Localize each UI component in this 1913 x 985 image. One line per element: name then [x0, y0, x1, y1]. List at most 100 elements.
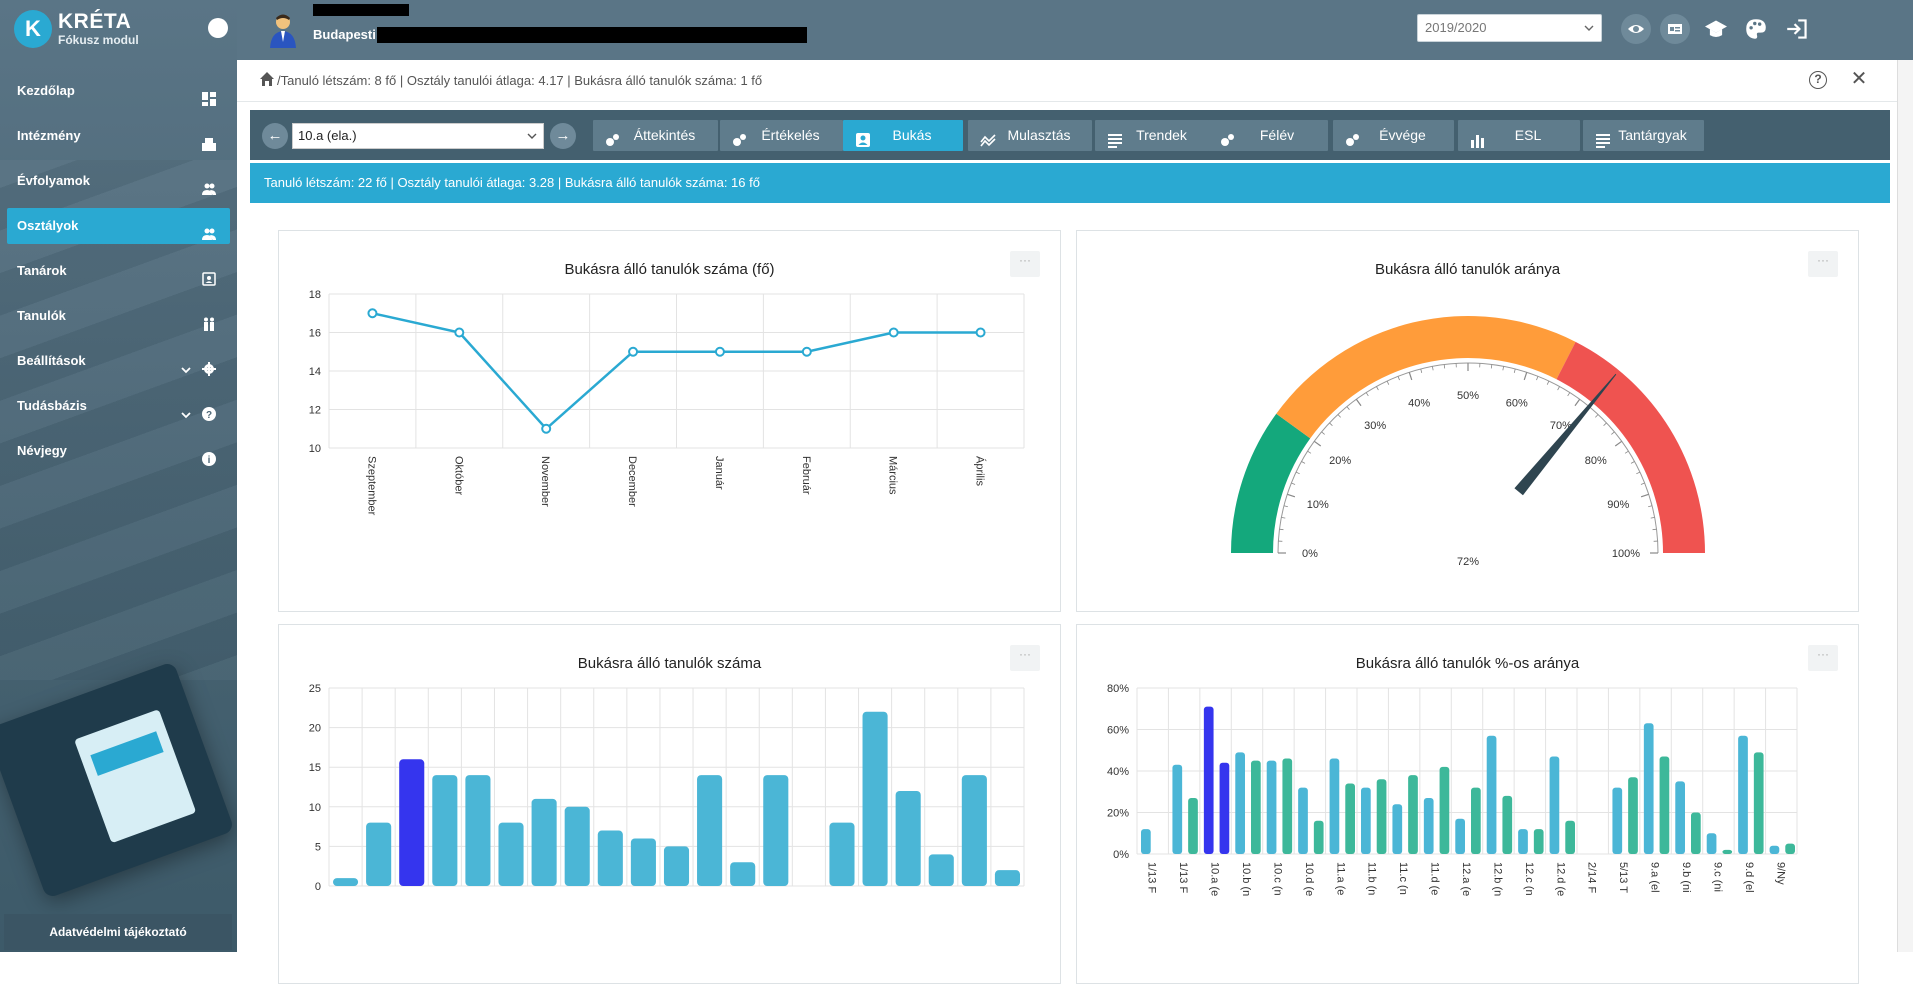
bar: [1644, 723, 1654, 854]
gauge-needle: [1515, 374, 1616, 494]
y-tick-label: 14: [309, 366, 321, 378]
info-icon: i: [202, 444, 216, 458]
gauge-tick: [1376, 387, 1378, 391]
bar: [1770, 846, 1780, 854]
tab-5[interactable]: Félév: [1208, 120, 1328, 151]
bar: [565, 807, 590, 886]
home-icon[interactable]: [259, 71, 275, 87]
bar: [1707, 833, 1717, 854]
gauge-chart: 0%10%20%30%40%50%60%70%80%90%100%72%: [1077, 231, 1860, 613]
sidebar-toggle-icon[interactable]: [208, 18, 228, 38]
user-avatar-icon[interactable]: [267, 12, 299, 48]
gauge-tick: [1366, 393, 1368, 396]
gauge-tick: [1503, 366, 1504, 370]
help-icon[interactable]: ?: [1809, 71, 1827, 89]
gauge-band: [1557, 342, 1705, 553]
sidebar-item-1[interactable]: Intézmény: [7, 118, 230, 154]
brand[interactable]: K KRÉTA Fókusz modul: [14, 10, 224, 50]
sidebar-item-2[interactable]: Évfolyamok: [7, 163, 230, 199]
y-tick-label: 15: [309, 762, 321, 774]
graduation-cap-icon[interactable]: [1701, 14, 1731, 44]
bar: [1282, 759, 1292, 854]
gauge-tick: [1291, 483, 1295, 484]
gauge-tick: [1611, 432, 1614, 435]
next-class-button[interactable]: →: [550, 123, 576, 149]
window-scrollbar[interactable]: [1897, 60, 1913, 952]
data-point: [803, 348, 811, 356]
bar: [1220, 763, 1230, 854]
chevron-down-icon[interactable]: [180, 399, 192, 411]
bar: [1675, 781, 1685, 854]
sidebar-nav: Kezdőlap Intézmény Évfolyamok Osztályok Taná…: [7, 73, 230, 478]
sidebar: K KRÉTA Fókusz modul Kezdőlap Intézmény Év…: [0, 0, 237, 952]
palette-icon[interactable]: [1741, 14, 1771, 44]
tab-label: Trendek: [1136, 127, 1187, 143]
bar: [1487, 736, 1497, 854]
gauge-tick: [1575, 399, 1580, 405]
tab-4[interactable]: Trendek: [1095, 120, 1210, 151]
gauge-tick: [1615, 441, 1621, 446]
tab-label: Mulasztás: [1007, 127, 1070, 143]
id-badge-icon[interactable]: [1660, 14, 1690, 44]
y-tick-label: 80%: [1107, 683, 1129, 695]
id-card-icon: [202, 264, 216, 278]
tab-3[interactable]: Mulasztás: [968, 120, 1092, 151]
sidebar-item-4[interactable]: Tanárok: [7, 253, 230, 289]
data-point: [629, 348, 637, 356]
sidebar-item-3[interactable]: Osztályok: [7, 208, 230, 244]
breadcrumb: /Tanuló létszám: 8 fő | Osztály tanulói …: [237, 60, 1897, 102]
privacy-link[interactable]: Adatvédelmi tájékoztató: [4, 914, 232, 950]
bar: [399, 759, 424, 886]
gauge-tick-label: 30%: [1364, 420, 1386, 432]
previous-class-button[interactable]: ←: [262, 123, 288, 149]
y-tick-label: 10: [309, 802, 321, 814]
x-tick-label: 9.b (ni: [1680, 862, 1692, 893]
gauge-tick: [1631, 461, 1635, 463]
sidebar-item-6[interactable]: Beállítások: [7, 343, 230, 379]
bar: [1188, 798, 1198, 854]
user-institution-redacted: [377, 27, 807, 43]
x-tick-label: Január: [713, 456, 725, 490]
bar: [498, 823, 523, 886]
bar: [1204, 707, 1214, 854]
school-year-select[interactable]: 2019/2020: [1417, 14, 1602, 42]
chevron-down-icon[interactable]: [180, 354, 192, 366]
class-select[interactable]: 10.a (ela.): [292, 123, 544, 149]
students-icon: [202, 309, 216, 323]
x-tick-label: 1/13 F: [1177, 862, 1189, 893]
tab-7[interactable]: ESL: [1458, 120, 1580, 151]
gauge-tick: [1398, 376, 1399, 380]
sidebar-item-7[interactable]: Tudásbázis?: [7, 388, 230, 424]
gauge-tick: [1281, 517, 1285, 518]
logout-icon[interactable]: [1782, 14, 1812, 44]
x-tick-label: 12.d (e: [1554, 862, 1566, 896]
list-icon: [1595, 128, 1611, 144]
tab-1[interactable]: Értékelés: [720, 120, 843, 151]
tab-2[interactable]: Bukás: [843, 120, 963, 151]
bar: [1235, 752, 1245, 854]
y-tick-label: 0: [315, 881, 321, 893]
tab-0[interactable]: Áttekintés: [593, 120, 718, 151]
tab-label: Félév: [1260, 127, 1294, 143]
close-icon[interactable]: ✕: [1850, 70, 1868, 88]
bar: [1785, 844, 1795, 854]
eye-icon[interactable]: [1621, 14, 1651, 44]
bar: [697, 775, 722, 886]
user-institution: Budapesti: [313, 27, 376, 42]
gauge-tick: [1636, 472, 1640, 474]
y-tick-label: 60%: [1107, 725, 1129, 737]
bar: [1408, 775, 1418, 854]
tab-6[interactable]: Évvége: [1333, 120, 1454, 151]
sidebar-item-label: Tanárok: [17, 263, 67, 278]
sidebar-item-0[interactable]: Kezdőlap: [7, 73, 230, 109]
sidebar-item-5[interactable]: Tanulók: [7, 298, 230, 334]
tab-8[interactable]: Tantárgyak: [1583, 120, 1704, 151]
data-point: [716, 348, 724, 356]
class-select-value: 10.a (ela.): [298, 128, 357, 143]
bar: [1550, 756, 1560, 854]
gauge-tick-label: 20%: [1329, 455, 1351, 467]
bar: [1628, 777, 1638, 854]
gauge-tick: [1595, 414, 1598, 417]
